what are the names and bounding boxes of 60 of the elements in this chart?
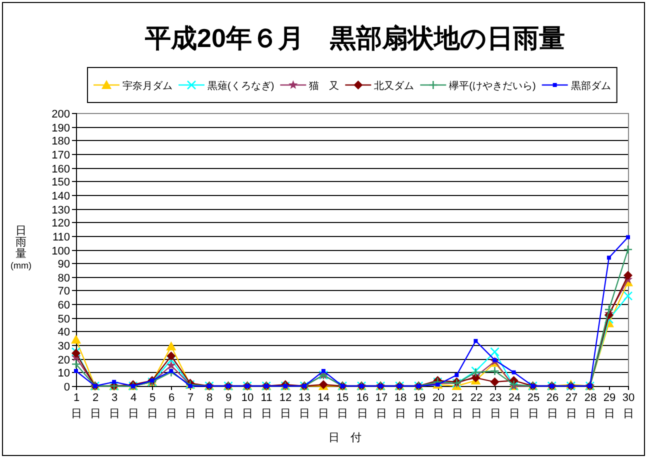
- x-tick-label: 17日: [375, 392, 388, 420]
- y-tick-label: 20: [58, 354, 70, 366]
- x-tick-label: 6日: [166, 392, 177, 420]
- legend-label: 宇奈月ダム: [122, 80, 172, 92]
- x-tick-label: 30日: [622, 392, 635, 420]
- x-tick-label: 22日: [470, 392, 483, 420]
- y-tick-label: 180: [52, 136, 70, 148]
- y-tick-label: 10: [58, 368, 70, 380]
- x-tick-label: 18日: [394, 392, 407, 420]
- y-tick-label: 140: [52, 190, 70, 202]
- x-tick-label: 2日: [90, 392, 101, 420]
- x-tick-label: 10日: [241, 392, 254, 420]
- legend-label: 北又ダム: [374, 80, 414, 92]
- y-tick-label: 40: [58, 326, 70, 338]
- x-tick-label: 12日: [279, 392, 292, 420]
- chart-title: 平成20年６月 黒部扇状地の日雨量: [144, 23, 565, 53]
- x-tick-label: 1日: [71, 392, 82, 420]
- y-axis-title: 日雨量(mm): [10, 225, 32, 270]
- y-tick-label: 130: [52, 204, 70, 216]
- y-tick-label: 200: [52, 108, 70, 120]
- x-tick-label: 25日: [527, 392, 540, 420]
- x-tick-label: 19日: [413, 392, 426, 420]
- y-tick-label: 60: [58, 300, 70, 312]
- x-tick-label: 16日: [356, 392, 369, 420]
- legend-label: 欅平(けやきだいら): [449, 80, 536, 92]
- x-tick-label: 9日: [223, 392, 234, 420]
- y-tick-label: 70: [58, 286, 70, 298]
- y-tick-label: 30: [58, 340, 70, 352]
- x-tick-label: 23日: [489, 392, 502, 420]
- x-tick-label: 26日: [546, 392, 559, 420]
- x-tick-label: 14日: [317, 392, 330, 420]
- y-tick-label: 100: [52, 246, 70, 258]
- y-tick-label: 120: [52, 218, 70, 230]
- x-tick-label: 29日: [603, 392, 616, 420]
- y-tick-label: 50: [58, 314, 70, 326]
- x-tick-label: 28日: [584, 392, 597, 420]
- y-tick-label: 110: [52, 232, 70, 244]
- y-tick-label: 160: [52, 164, 70, 176]
- y-tick-label: 90: [58, 258, 70, 270]
- x-tick-label: 5日: [147, 392, 158, 420]
- x-tick-label: 11日: [260, 392, 272, 420]
- y-tick-label: 80: [58, 272, 70, 284]
- x-tick-label: 21日: [451, 392, 464, 420]
- x-tick-label: 24日: [508, 392, 521, 420]
- y-tick-label: 150: [52, 176, 70, 188]
- x-tick-label: 27日: [565, 392, 578, 420]
- legend-label: 黒薙(くろなぎ): [208, 80, 274, 92]
- x-tick-label: 20日: [432, 392, 445, 420]
- x-tick-label: 4日: [128, 392, 139, 420]
- x-tick-label: 8日: [204, 392, 215, 420]
- x-tick-label: 15日: [336, 392, 349, 420]
- x-tick-label: 13日: [298, 392, 311, 420]
- legend-label: 猫 又: [309, 81, 340, 92]
- y-tick-label: 170: [52, 150, 70, 162]
- x-tick-label: 3日: [109, 392, 120, 420]
- y-tick-label: 190: [52, 122, 70, 134]
- legend-label: 黒部ダム: [570, 80, 611, 92]
- y-tick-label: 0: [64, 382, 70, 394]
- x-tick-label: 7日: [185, 392, 196, 420]
- x-axis-title: 日 付: [328, 432, 362, 444]
